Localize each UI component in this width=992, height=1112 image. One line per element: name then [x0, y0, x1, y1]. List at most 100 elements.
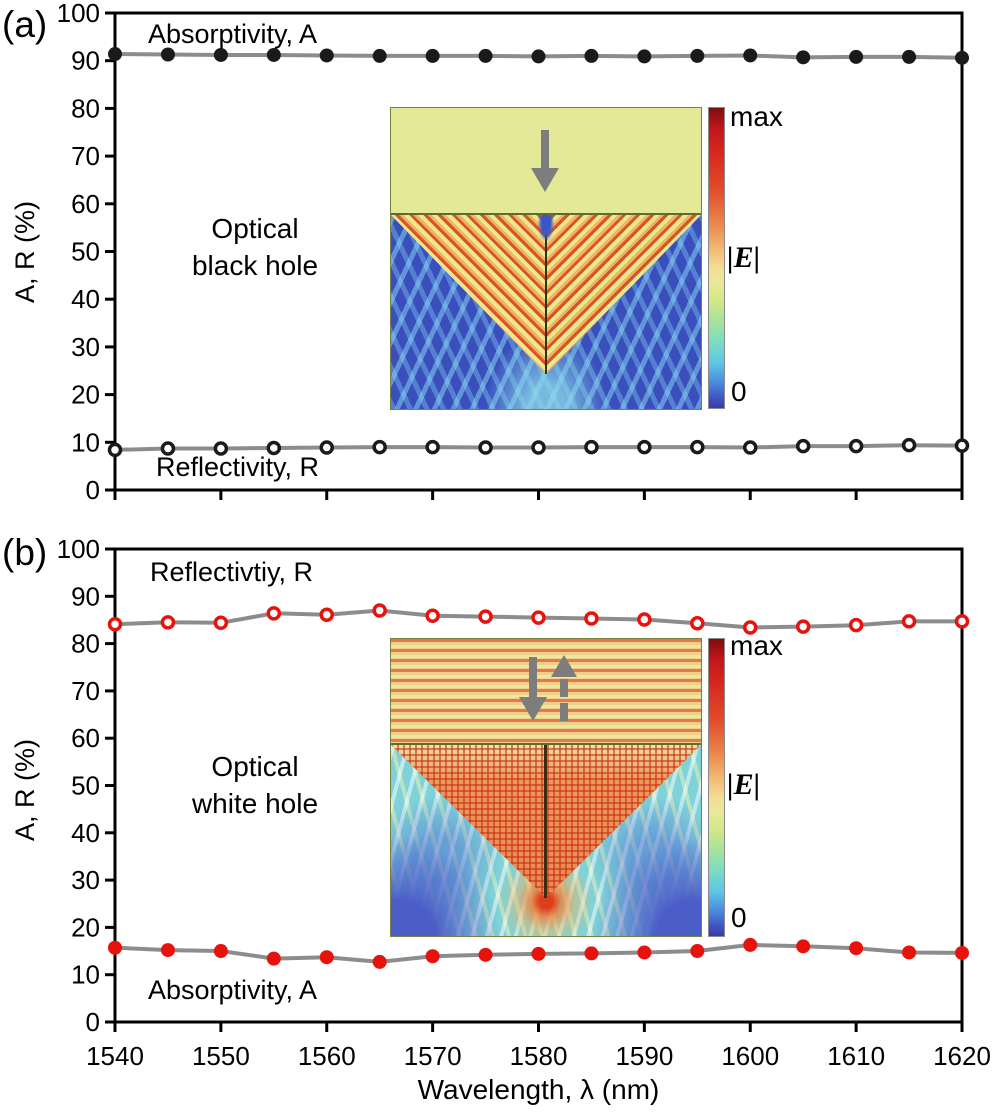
field-map-inset-a: [390, 107, 702, 410]
data-point-filled-b: [266, 951, 281, 966]
region-label-b: Optical white hole: [130, 748, 380, 822]
data-point-filled-a: [319, 48, 334, 63]
region-label-a-line1: Optical: [211, 213, 299, 244]
data-point-open-a: [531, 440, 546, 455]
y-tick-label-b: 60: [71, 723, 100, 753]
data-point-filled-a: [425, 48, 440, 63]
data-point-filled-a: [902, 49, 917, 64]
data-point-open-b: [795, 619, 811, 634]
data-point-filled-a: [584, 48, 599, 63]
data-point-filled-a: [160, 47, 175, 62]
data-point-filled-b: [372, 954, 387, 969]
data-point-open-b: [319, 607, 334, 622]
y-tick-label-b: 50: [71, 771, 100, 801]
y-tick-label-a: 40: [71, 284, 100, 314]
data-point-open-a: [266, 440, 282, 456]
colorbar-b: [708, 638, 725, 937]
y-tick-label-b: 100: [57, 534, 100, 564]
reflectivity-label-b: Reflectivtiy, R: [150, 557, 314, 587]
data-point-filled-a: [849, 49, 864, 64]
data-point-open-a: [954, 438, 970, 453]
data-point-open-b: [372, 603, 387, 618]
colorbar-b-max-label: max: [730, 630, 783, 661]
incident-region-a: [391, 108, 701, 215]
y-tick-label-b: 70: [71, 676, 100, 706]
data-point-open-b: [954, 614, 970, 629]
y-tick-label-a: 100: [57, 0, 100, 28]
data-point-filled-a: [372, 48, 387, 63]
y-tick-label-a: 80: [71, 93, 100, 123]
data-point-filled-b: [637, 945, 652, 960]
data-point-open-a: [690, 439, 705, 455]
data-point-open-a: [743, 440, 758, 455]
data-point-filled-b: [319, 950, 334, 965]
data-point-open-b: [901, 614, 917, 629]
y-axis-title-panel-a: A, R (%): [10, 201, 40, 304]
y-tick-label-a: 60: [71, 189, 100, 219]
colorbar-a: [708, 107, 725, 409]
data-point-open-b: [266, 606, 282, 621]
x-tick-label: 1610: [827, 1041, 885, 1071]
data-point-filled-b: [478, 947, 493, 962]
data-point-filled-b: [213, 944, 228, 959]
y-tick-label-a: 20: [71, 380, 100, 410]
x-tick-label: 1570: [404, 1041, 462, 1071]
absorptivity-label-b: Absorptivity, A: [148, 975, 318, 1005]
data-point-filled-b: [955, 945, 969, 960]
field-notch-a: [538, 215, 554, 241]
data-point-open-b: [637, 612, 652, 627]
x-axis-title: Wavelength, λ (nm): [417, 1074, 660, 1105]
scattered-field-region-a: [391, 215, 701, 409]
x-tick-label: 1560: [298, 1041, 356, 1071]
data-point-filled-b: [584, 946, 599, 961]
region-label-a-line2: black hole: [191, 250, 319, 281]
data-point-open-b: [584, 611, 599, 626]
data-point-filled-b: [160, 943, 175, 958]
y-tick-label-b: 90: [71, 581, 100, 611]
data-point-open-a: [901, 437, 917, 453]
data-point-filled-b: [690, 944, 705, 959]
data-point-filled-a: [108, 47, 122, 62]
region-label-b-line1: Optical: [211, 751, 299, 782]
x-tick-label: 1600: [721, 1041, 779, 1071]
y-tick-label-a: 10: [71, 427, 100, 457]
y-tick-label-b: 0: [86, 1007, 100, 1037]
data-point-open-a: [637, 439, 652, 455]
y-axis-title-panel-b: A, R (%): [10, 739, 40, 842]
data-point-open-a: [425, 439, 440, 455]
x-tick-label: 1550: [192, 1041, 250, 1071]
data-point-filled-a: [266, 47, 281, 62]
data-point-open-b: [107, 616, 123, 632]
reflectivity-label-a: Reflectivity, R: [156, 452, 320, 482]
y-tick-label-b: 40: [71, 818, 100, 848]
data-point-open-b: [425, 608, 440, 623]
data-point-open-b: [478, 609, 493, 624]
data-point-filled-b: [743, 937, 758, 952]
colorbar-b-zero-label: 0: [731, 902, 747, 933]
y-tick-label-a: 90: [71, 46, 100, 76]
data-point-open-a: [213, 441, 229, 456]
x-tick-label: 1620: [933, 1041, 991, 1071]
colorbar-a-max-label: max: [730, 101, 783, 132]
data-point-filled-a: [637, 49, 652, 64]
region-label-a: Optical black hole: [130, 210, 380, 284]
data-point-open-a: [584, 439, 599, 455]
x-tick-label: 1590: [615, 1041, 673, 1071]
data-point-filled-a: [690, 48, 705, 63]
data-point-open-a: [372, 439, 387, 455]
panel-a-label: (a): [2, 4, 48, 45]
x-tick-label: 1540: [86, 1041, 144, 1071]
data-point-filled-a: [796, 50, 811, 65]
incident-wave-arrow-icon: [531, 130, 559, 192]
data-point-open-b: [531, 610, 546, 625]
data-point-filled-b: [902, 945, 917, 960]
data-point-filled-b: [108, 940, 122, 955]
data-point-filled-a: [531, 49, 546, 64]
data-point-open-a: [160, 441, 176, 456]
y-tick-label-b: 30: [71, 865, 100, 895]
y-tick-label-a: 30: [71, 332, 100, 362]
data-point-filled-a: [213, 47, 228, 62]
data-point-filled-a: [743, 48, 758, 63]
reflected-wave-arrow-icon: [551, 655, 577, 721]
